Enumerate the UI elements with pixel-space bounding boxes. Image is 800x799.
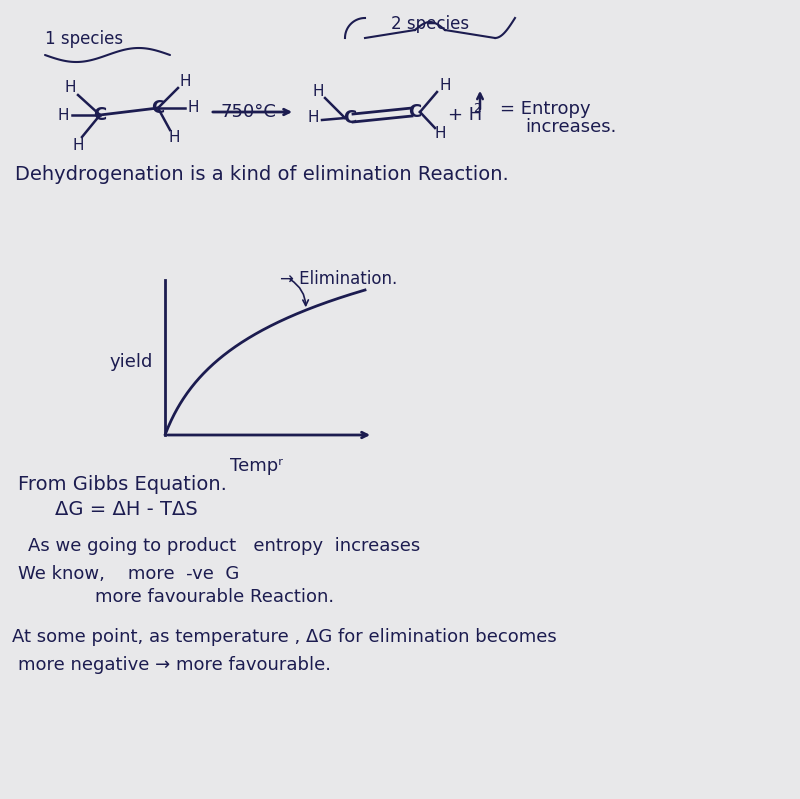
- Text: more favourable Reaction.: more favourable Reaction.: [95, 588, 334, 606]
- Text: H: H: [312, 84, 324, 98]
- Text: C: C: [94, 106, 106, 124]
- Text: C: C: [343, 109, 357, 127]
- Text: = Entropy: = Entropy: [500, 100, 590, 118]
- Text: H: H: [64, 81, 76, 96]
- Text: increases.: increases.: [525, 118, 616, 136]
- Text: H: H: [58, 108, 69, 122]
- Text: C: C: [151, 99, 165, 117]
- Text: H: H: [187, 101, 198, 116]
- Text: more negative → more favourable.: more negative → more favourable.: [18, 656, 331, 674]
- Text: + H: + H: [448, 106, 482, 124]
- Text: At some point, as temperature , ΔG for elimination becomes: At some point, as temperature , ΔG for e…: [12, 628, 557, 646]
- Text: → Elimination.: → Elimination.: [280, 270, 398, 288]
- Text: Tempʳ: Tempʳ: [230, 457, 283, 475]
- Text: H: H: [439, 78, 450, 93]
- Text: H: H: [434, 126, 446, 141]
- Text: H: H: [307, 110, 318, 125]
- Text: H: H: [179, 74, 190, 89]
- Text: C: C: [408, 103, 422, 121]
- Text: H: H: [72, 137, 84, 153]
- Text: H: H: [168, 130, 180, 145]
- Text: As we going to product   entropy  increases: As we going to product entropy increases: [28, 537, 420, 555]
- Text: Dehydrogenation is a kind of elimination Reaction.: Dehydrogenation is a kind of elimination…: [15, 165, 509, 184]
- Text: ΔG = ΔH - TΔS: ΔG = ΔH - TΔS: [55, 500, 198, 519]
- Text: 750°C: 750°C: [220, 103, 276, 121]
- Text: 2: 2: [473, 102, 481, 115]
- Text: 1 species: 1 species: [45, 30, 123, 48]
- Text: yield: yield: [110, 353, 154, 371]
- Text: 2 species: 2 species: [391, 15, 469, 33]
- Text: We know,    more  -ve  G: We know, more -ve G: [18, 565, 239, 583]
- Text: From Gibbs Equation.: From Gibbs Equation.: [18, 475, 227, 494]
